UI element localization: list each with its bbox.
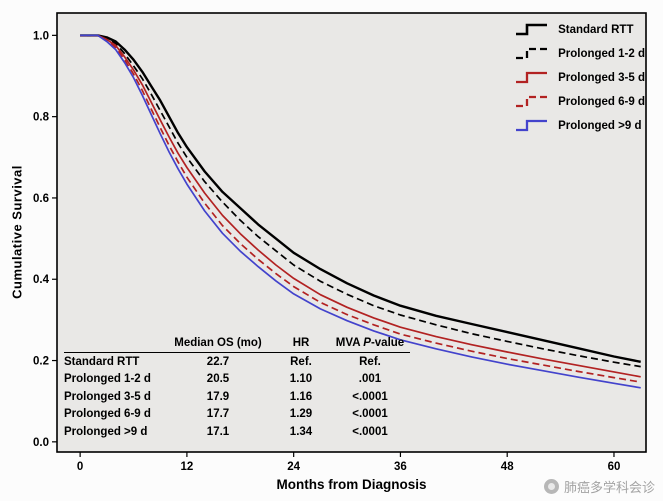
- legend-item-prolonged-3-5: Prolonged 3-5 d: [515, 70, 645, 85]
- row-p: .001: [358, 373, 382, 386]
- plot-frame: [56, 12, 647, 453]
- row-hr: Ref.: [290, 355, 312, 368]
- legend-line-sample-prolonged-gt9: [516, 119, 548, 132]
- row-p: <.0001: [352, 408, 388, 421]
- legend-item-prolonged-6-9: Prolonged 6-9 d: [515, 94, 645, 109]
- row-median: 17.7: [206, 408, 230, 421]
- x-tick-label: 12: [181, 461, 194, 473]
- table-row: Prolonged 6-9 d 17.7 1.29 <.0001: [64, 406, 410, 424]
- row-p: <.0001: [352, 425, 388, 438]
- row-label: Prolonged 1-2 d: [64, 373, 151, 386]
- row-median: 17.1: [206, 425, 230, 438]
- survival-curve-3: [80, 34, 641, 383]
- row-hr: 1.16: [289, 390, 313, 403]
- table-row: Standard RTT 22.7 Ref. Ref.: [64, 353, 410, 371]
- row-median: 22.7: [206, 355, 230, 368]
- mva-p-italic: P: [363, 336, 371, 349]
- legend-line-sample-prolonged-1-2: [516, 47, 548, 60]
- mva-suffix: -value: [370, 336, 405, 349]
- os-table-header: Median OS (mo) HR MVA P-value: [64, 333, 410, 353]
- survival-curve-4: [80, 34, 641, 389]
- legend-line-sample-standard-rtt: [516, 23, 548, 36]
- watermark: 肺癌多学科会诊: [543, 477, 655, 496]
- watermark-logo-icon: [543, 479, 559, 494]
- table-row: Prolonged 1-2 d 20.5 1.10 .001: [64, 371, 410, 389]
- legend-label: Prolonged 1-2 d: [558, 47, 645, 60]
- legend: Standard RTT Prolonged 1-2 d Prolonged 3…: [515, 22, 645, 133]
- mva-prefix: MVA: [335, 336, 364, 349]
- y-tick-label: 0.4: [33, 274, 50, 286]
- y-axis-title: Cumulative Survival: [9, 165, 25, 299]
- x-tick-label: 24: [287, 461, 300, 473]
- row-hr: 1.10: [289, 373, 313, 386]
- table-row: Prolonged >9 d 17.1 1.34 <.0001: [64, 423, 410, 441]
- table-row: Prolonged 3-5 d 17.9 1.16 <.0001: [64, 388, 410, 406]
- legend-label: Standard RTT: [558, 23, 634, 36]
- survival-curve-0: [80, 34, 641, 363]
- row-label: Prolonged >9 d: [64, 425, 148, 438]
- plot-background: [57, 13, 646, 452]
- x-tick-label: 60: [608, 461, 621, 473]
- row-label: Prolonged 3-5 d: [64, 390, 151, 403]
- y-tick-label: 0.2: [33, 356, 49, 368]
- y-tick-label: 0.8: [33, 112, 50, 124]
- row-hr: 1.34: [289, 425, 313, 438]
- legend-label: Prolonged 3-5 d: [558, 71, 645, 84]
- row-p: Ref.: [359, 355, 381, 368]
- os-header-hr: HR: [292, 336, 310, 349]
- row-median: 20.5: [206, 373, 230, 386]
- os-table: Median OS (mo) HR MVA P-value Standard R…: [64, 333, 410, 441]
- survival-curve-1: [80, 34, 641, 368]
- x-tick-label: 36: [394, 461, 407, 473]
- row-label: Standard RTT: [64, 355, 140, 368]
- x-tick-label: 48: [501, 461, 514, 473]
- legend-item-prolonged-gt9: Prolonged >9 d: [515, 118, 645, 133]
- watermark-text: 肺癌多学科会诊: [563, 480, 655, 495]
- legend-label: Prolonged 6-9 d: [558, 95, 645, 108]
- y-tick-label: 1.0: [33, 30, 49, 42]
- legend-line-sample-prolonged-6-9: [516, 95, 548, 108]
- legend-line-sample-prolonged-3-5: [516, 71, 548, 84]
- legend-sample-line: [516, 47, 548, 60]
- y-tick-label: 0.6: [33, 193, 49, 205]
- legend-sample-line: [516, 119, 548, 132]
- legend-sample-line: [516, 71, 548, 84]
- legend-item-prolonged-1-2: Prolonged 1-2 d: [515, 46, 645, 61]
- legend-label: Prolonged >9 d: [558, 119, 642, 132]
- legend-sample-line: [516, 95, 548, 108]
- survival-curve-2: [80, 34, 641, 378]
- row-median: 17.9: [206, 390, 230, 403]
- x-tick-label: 0: [77, 461, 83, 473]
- x-axis-title: Months from Diagnosis: [276, 477, 427, 492]
- legend-sample-line: [516, 23, 548, 36]
- y-tick-label: 0.0: [33, 437, 49, 449]
- os-header-median: Median OS (mo): [174, 336, 262, 349]
- row-label: Prolonged 6-9 d: [64, 408, 151, 421]
- legend-item-standard-rtt: Standard RTT: [515, 22, 645, 37]
- row-p: <.0001: [352, 390, 388, 403]
- os-header-mva-p: MVA P-value: [330, 337, 410, 349]
- row-hr: 1.29: [289, 408, 313, 421]
